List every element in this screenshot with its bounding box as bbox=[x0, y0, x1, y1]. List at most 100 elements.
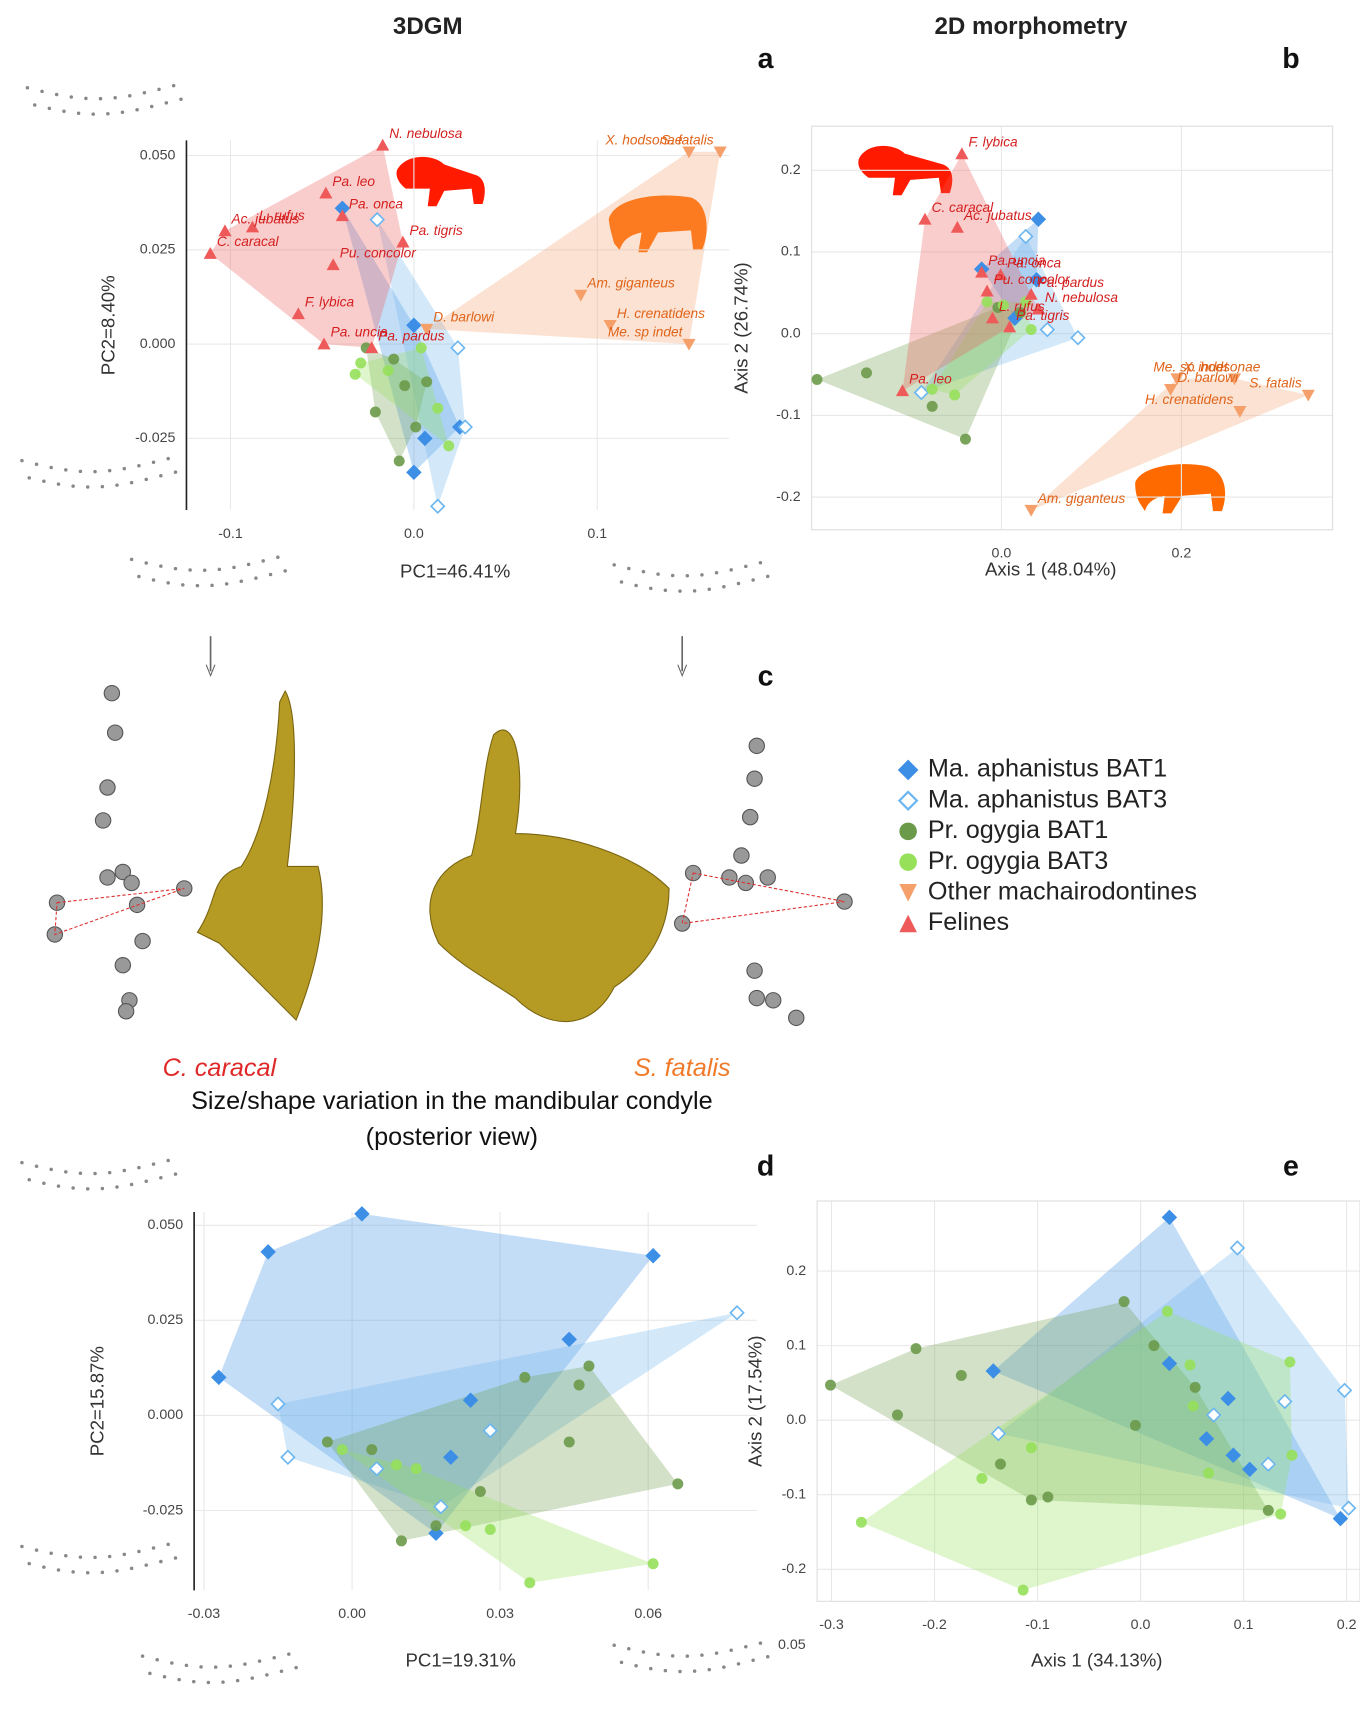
x-axis-label: PC1=19.31% bbox=[406, 1650, 516, 1671]
landmark-dot bbox=[693, 1669, 697, 1673]
landmark-dot bbox=[247, 563, 251, 567]
landmark-dot bbox=[737, 1662, 741, 1666]
point bbox=[350, 369, 361, 380]
landmark-dot bbox=[26, 86, 30, 90]
point-label: Me. sp indet bbox=[608, 325, 684, 340]
landmark-sphere bbox=[743, 809, 758, 824]
sabertooth-silhouette bbox=[1135, 464, 1225, 513]
landmark-dot bbox=[115, 483, 119, 487]
legend-marker bbox=[899, 884, 917, 902]
landmark-dot bbox=[57, 1568, 61, 1572]
landmark-dot bbox=[143, 91, 147, 95]
point bbox=[337, 1444, 348, 1455]
landmark-dot bbox=[766, 1655, 770, 1659]
point bbox=[1026, 324, 1037, 335]
legend-label: Other machairodontines bbox=[928, 877, 1197, 905]
landmark-dot bbox=[214, 1665, 218, 1669]
landmark-dot bbox=[163, 1675, 167, 1679]
landmark-dot bbox=[287, 1652, 291, 1656]
landmark-dot bbox=[42, 480, 46, 484]
landmark-dot bbox=[84, 97, 88, 101]
landmark-dot bbox=[86, 1571, 90, 1575]
landmark-dot bbox=[27, 1178, 31, 1182]
y-axis-label: PC2=8.40% bbox=[98, 275, 119, 375]
landmark-dot bbox=[27, 1562, 31, 1566]
point bbox=[1287, 1450, 1298, 1461]
point bbox=[1190, 1382, 1201, 1393]
landmark-dot bbox=[86, 1187, 90, 1191]
x-tick-label: -0.1 bbox=[218, 526, 243, 542]
point-label: C. caracal bbox=[217, 234, 280, 249]
point bbox=[410, 422, 421, 433]
landmark-dot bbox=[196, 584, 200, 588]
point bbox=[1026, 1494, 1037, 1505]
landmark-dot bbox=[159, 1176, 163, 1180]
y-tick-label: -0.1 bbox=[776, 407, 801, 423]
landmark-sphere bbox=[675, 916, 690, 931]
point bbox=[370, 406, 381, 417]
landmark-dot bbox=[91, 112, 95, 116]
y-tick-label: 0.0 bbox=[781, 325, 801, 341]
point-label: Pa. pardus bbox=[1038, 275, 1104, 290]
point-label: S. fatalis bbox=[661, 132, 714, 147]
x-tick-label: 0.00 bbox=[338, 1606, 366, 1622]
landmark-dot bbox=[79, 1172, 83, 1176]
point bbox=[927, 401, 938, 412]
point bbox=[475, 1486, 486, 1497]
legend-marker bbox=[899, 761, 917, 779]
point bbox=[366, 1444, 377, 1455]
landmark-dot bbox=[20, 459, 24, 463]
point-label: Ac. jubatus bbox=[231, 212, 300, 227]
landmark-dot bbox=[671, 1654, 675, 1658]
point bbox=[911, 1343, 922, 1354]
landmark-dot bbox=[620, 580, 624, 584]
x-tick-label: -0.03 bbox=[188, 1606, 221, 1622]
landmark-sphere bbox=[135, 933, 150, 948]
landmark-dot bbox=[141, 1654, 145, 1658]
point bbox=[399, 380, 410, 391]
condyle-render bbox=[430, 730, 669, 1022]
landmark-sphere bbox=[104, 686, 119, 701]
y-tick-label: 0.000 bbox=[140, 336, 176, 352]
point bbox=[411, 1463, 422, 1474]
landmark-dot bbox=[137, 464, 141, 468]
landmark-dot bbox=[627, 567, 631, 571]
point bbox=[956, 1370, 967, 1381]
legend-marker bbox=[899, 915, 917, 933]
landmark-dot bbox=[49, 1168, 53, 1172]
point bbox=[1188, 1401, 1199, 1412]
landmark-dot bbox=[174, 567, 178, 571]
point bbox=[960, 434, 971, 445]
panel-letter: b bbox=[1282, 43, 1299, 75]
point-label: F. lybica bbox=[968, 135, 1018, 150]
legend-label: Pr. ogygia BAT3 bbox=[928, 847, 1108, 875]
landmark-dot bbox=[229, 1664, 233, 1668]
landmark-dot bbox=[210, 584, 214, 588]
landmark-dot bbox=[123, 1169, 127, 1173]
landmark-dot bbox=[20, 1545, 24, 1549]
legend-marker bbox=[899, 853, 917, 871]
landmark-dot bbox=[678, 1670, 682, 1674]
landmark-dot bbox=[700, 573, 704, 577]
y-axis-label: PC2=15.87% bbox=[87, 1346, 108, 1456]
landmark-dot bbox=[71, 1186, 75, 1190]
landmark-dot bbox=[64, 1170, 68, 1174]
point bbox=[583, 1361, 594, 1372]
point bbox=[396, 1535, 407, 1546]
point bbox=[825, 1380, 836, 1391]
point bbox=[485, 1524, 496, 1535]
landmark-dot bbox=[86, 485, 90, 489]
landmark-dot bbox=[93, 1172, 97, 1176]
point bbox=[1130, 1420, 1141, 1431]
point bbox=[322, 1437, 333, 1448]
point-label: Am. giganteus bbox=[1037, 491, 1126, 506]
point bbox=[730, 1306, 743, 1319]
landmark-dot bbox=[113, 96, 117, 100]
point bbox=[648, 1558, 659, 1569]
y-tick-label: 0.2 bbox=[781, 162, 801, 178]
landmark-dot bbox=[152, 1162, 156, 1166]
legend-label: Ma. aphanistus BAT1 bbox=[928, 755, 1167, 783]
x-tick-label: -0.3 bbox=[819, 1617, 844, 1633]
landmark-dot bbox=[99, 97, 103, 101]
y-tick-label: 0.0 bbox=[786, 1412, 806, 1428]
